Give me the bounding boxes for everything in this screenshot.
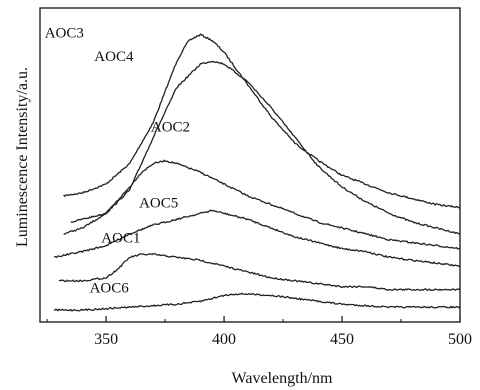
- plot-layer: [53, 33, 461, 312]
- axes: 350 400 450 500: [39, 7, 472, 348]
- series-label-aoc4: AOC4: [94, 49, 134, 65]
- x-tick-label: 500: [448, 331, 472, 348]
- series-label-aoc1: AOC1: [101, 231, 140, 247]
- x-axis-title: Wavelength/nm: [232, 370, 333, 387]
- series-line-aoc5: [53, 209, 461, 268]
- series-label-aoc2: AOC2: [151, 119, 190, 135]
- x-tick-label: 350: [94, 331, 118, 348]
- x-tick-label: 450: [330, 331, 354, 348]
- series-label-aoc3: AOC3: [45, 26, 84, 42]
- x-tick-label: 400: [212, 331, 236, 348]
- series-line-aoc2: [63, 159, 461, 250]
- labels: AOC3 AOC4 AOC2 AOC5 AOC1 AOC6: [45, 26, 190, 297]
- y-axis-title: Luminescence Intensity/a.u.: [14, 67, 31, 247]
- series-label-aoc5: AOC5: [139, 196, 178, 212]
- series-line-aoc4: [70, 60, 461, 235]
- plot-frame: [39, 7, 461, 323]
- series-line-aoc6: [53, 292, 461, 312]
- series-line-aoc1: [58, 253, 461, 291]
- series-label-aoc6: AOC6: [90, 281, 130, 297]
- series-line-aoc3: [63, 33, 461, 209]
